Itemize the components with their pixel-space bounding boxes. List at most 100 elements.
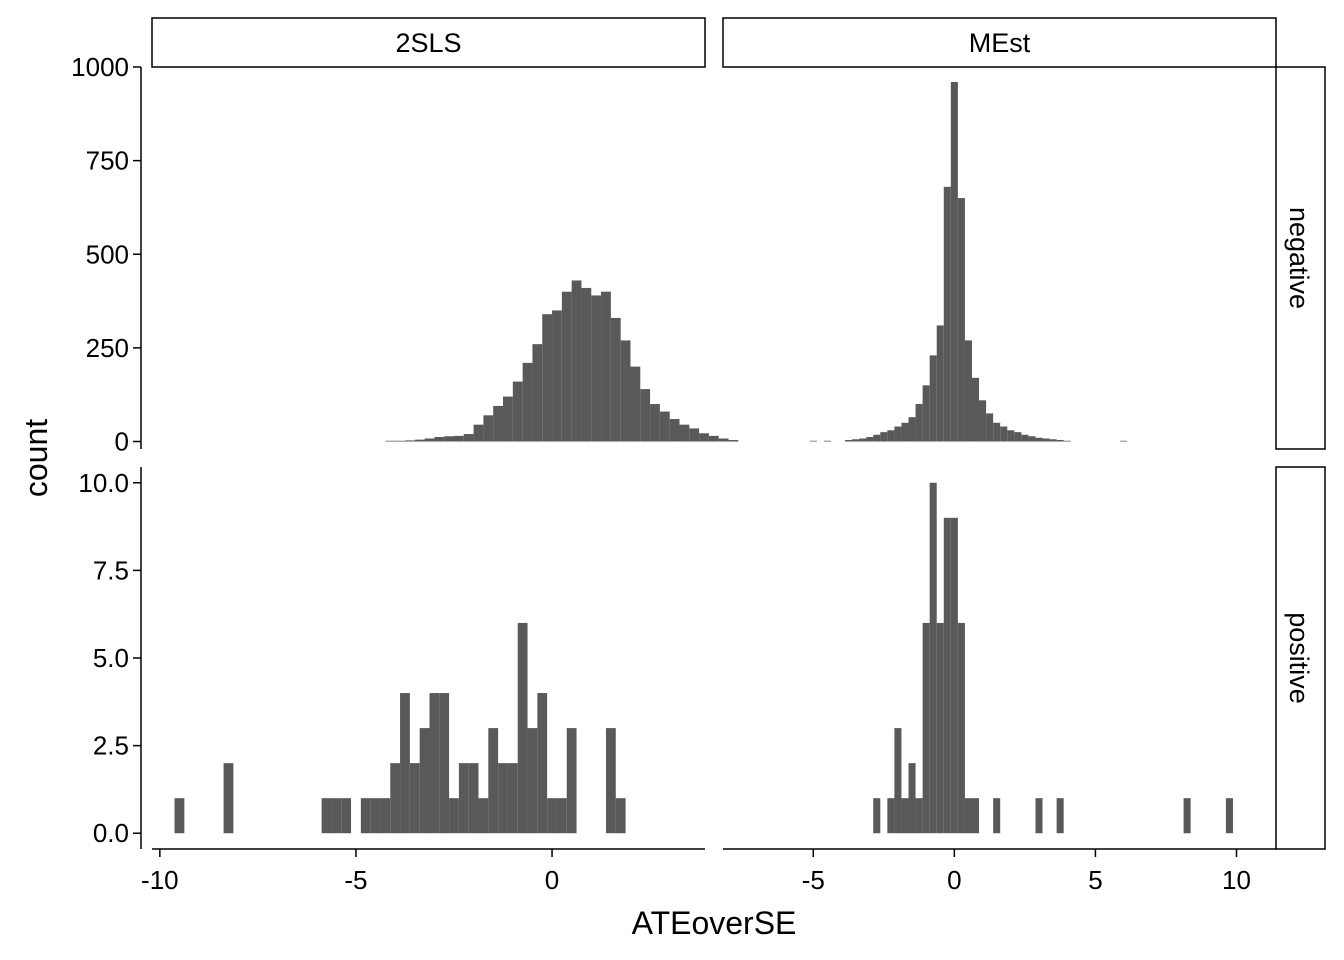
histogram-bar-2sls-positive-19	[498, 763, 508, 834]
histogram-bar-2sls-positive-12	[429, 693, 440, 834]
histogram-bar-mest-negative-18	[957, 198, 965, 442]
histogram-bar-2sls-negative-6	[444, 436, 454, 442]
histogram-bar-2sls-positive-22	[527, 728, 538, 834]
histogram-bar-mest-positive-4	[908, 763, 916, 834]
histogram-bar-2sls-negative-4	[424, 438, 435, 442]
histogram-bar-2sls-negative-34	[718, 438, 729, 442]
y-tick-label-negative-3: 750	[86, 146, 129, 176]
y-tick-label-negative-2: 500	[86, 239, 129, 269]
histogram-bar-mest-positive-2	[894, 728, 902, 834]
histogram-bar-mest-positive-5	[915, 798, 923, 834]
histogram-bar-2sls-negative-24	[620, 340, 631, 442]
histogram-bar-2sls-negative-16	[542, 314, 553, 442]
histogram-bar-mest-negative-14	[929, 355, 937, 442]
panel-2sls-negative	[385, 280, 739, 442]
histogram-bar-2sls-positive-3	[331, 798, 342, 834]
histogram-bar-2sls-negative-12	[503, 396, 513, 442]
histogram-bar-2sls-positive-15	[458, 763, 469, 834]
x-tick-label-mest-2: 5	[1088, 865, 1102, 895]
histogram-bar-2sls-negative-8	[463, 434, 474, 442]
histogram-bar-2sls-positive-24	[547, 798, 557, 834]
histogram-bar-mest-negative-4	[859, 438, 867, 442]
histogram-bar-mest-negative-31	[1049, 439, 1057, 442]
histogram-bar-mest-negative-1	[823, 440, 831, 442]
x-tick-label-2sls-1: -5	[344, 865, 367, 895]
histogram-bar-mest-negative-13	[922, 385, 930, 442]
histogram-bar-2sls-positive-16	[468, 763, 479, 834]
histogram-bar-mest-positive-16	[1056, 798, 1064, 834]
histogram-bar-2sls-negative-13	[512, 381, 523, 442]
histogram-bar-2sls-positive-13	[439, 693, 450, 834]
y-tick-label-positive-3: 7.5	[93, 555, 129, 585]
strip-mest-label: MEst	[969, 28, 1031, 58]
histogram-bar-2sls-positive-25	[556, 798, 567, 834]
histogram-bar-mest-negative-24	[1000, 426, 1008, 442]
histogram-bar-mest-negative-17	[950, 81, 958, 442]
histogram-bar-2sls-positive-11	[419, 728, 430, 834]
histogram-bar-2sls-positive-17	[478, 798, 489, 834]
histogram-bar-2sls-positive-1	[223, 763, 234, 834]
histogram-bar-mest-negative-25	[1007, 430, 1015, 442]
x-axis-mest: -5 0 5 10	[723, 848, 1276, 895]
strip-positive: positive	[1275, 466, 1326, 850]
y-tick-label-negative-0: 0	[115, 427, 129, 457]
y-tick-label-negative-4: 1000	[71, 52, 129, 82]
histogram-bar-mest-negative-29	[1035, 437, 1043, 442]
histogram-bar-mest-negative-6	[873, 434, 881, 442]
histogram-bar-2sls-positive-8	[390, 763, 401, 834]
x-tick-label-2sls-2: 0	[545, 865, 559, 895]
histogram-bar-mest-negative-9	[894, 426, 902, 442]
strip-negative-box	[1275, 66, 1326, 450]
histogram-bar-2sls-positive-7	[380, 798, 391, 834]
histogram-bar-2sls-negative-7	[453, 435, 464, 442]
histogram-bar-2sls-positive-21	[517, 622, 528, 834]
histogram-bar-mest-negative-30	[1042, 438, 1050, 442]
y-tick-label-positive-4: 10.0	[78, 468, 129, 498]
histogram-bar-mest-negative-19	[964, 340, 972, 442]
histogram-bar-mest-negative-2	[845, 440, 853, 442]
histogram-bar-mest-positive-13	[971, 798, 980, 834]
y-tick-label-positive-1: 2.5	[93, 731, 129, 761]
strip-positive-box	[1275, 466, 1326, 850]
histogram-bar-mest-positive-18	[1225, 798, 1233, 834]
strip-2sls-box	[151, 17, 706, 68]
strip-negative-label: negative	[1284, 207, 1314, 309]
histogram-bar-2sls-negative-5	[434, 437, 445, 442]
strip-negative: negative	[1275, 66, 1326, 450]
histogram-bar-mest-positive-3	[901, 798, 909, 834]
histogram-bar-2sls-negative-27	[650, 404, 660, 442]
strip-2sls-label: 2SLS	[395, 28, 461, 58]
histogram-bar-2sls-negative-2	[404, 440, 415, 442]
histogram-bar-2sls-negative-11	[493, 405, 504, 442]
histogram-bar-mest-positive-7	[929, 482, 937, 834]
strip-mest-box	[722, 17, 1277, 68]
histogram-bar-2sls-negative-9	[473, 424, 484, 442]
histogram-bar-mest-positive-1	[887, 798, 895, 834]
histogram-bar-mest-negative-3	[852, 439, 860, 442]
histogram-bar-2sls-negative-28	[659, 411, 670, 442]
x-tick-label-mest-0: -5	[802, 865, 825, 895]
histogram-bar-2sls-negative-15	[532, 344, 543, 442]
histogram-bar-2sls-positive-18	[488, 728, 499, 834]
histogram-bar-mest-negative-26	[1014, 432, 1022, 442]
histogram-bar-2sls-negative-25	[630, 366, 641, 442]
histogram-bar-2sls-negative-32	[699, 433, 709, 442]
histogram-bar-mest-negative-10	[901, 422, 909, 442]
histogram-bar-2sls-positive-10	[409, 763, 420, 834]
histogram-bar-2sls-positive-6	[370, 798, 381, 834]
y-tick-label-positive-2: 5.0	[93, 643, 129, 673]
histogram-bar-mest-negative-11	[908, 417, 916, 442]
panel-2sls-positive	[174, 622, 626, 834]
strip-2sls: 2SLS	[151, 17, 706, 68]
histogram-bar-2sls-positive-28	[615, 798, 626, 834]
histogram-bar-mest-negative-23	[993, 422, 1001, 442]
histogram-bar-2sls-negative-33	[708, 435, 719, 442]
y-tick-label-positive-0: 0.0	[93, 818, 129, 848]
histogram-bar-2sls-positive-4	[341, 798, 352, 834]
histogram-bar-mest-positive-11	[957, 622, 965, 834]
histogram-bar-mest-positive-15	[1035, 798, 1043, 834]
histogram-bar-2sls-negative-14	[522, 362, 533, 442]
histogram-bar-2sls-positive-26	[566, 728, 577, 834]
histogram-bar-2sls-negative-10	[483, 415, 494, 442]
